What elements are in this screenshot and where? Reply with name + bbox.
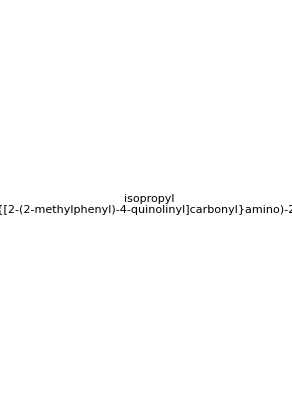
Text: isopropyl 4-cyano-3-methyl-5-({[2-(2-methylphenyl)-4-quinolinyl]carbonyl}amino)-: isopropyl 4-cyano-3-methyl-5-({[2-(2-met… (0, 194, 292, 215)
